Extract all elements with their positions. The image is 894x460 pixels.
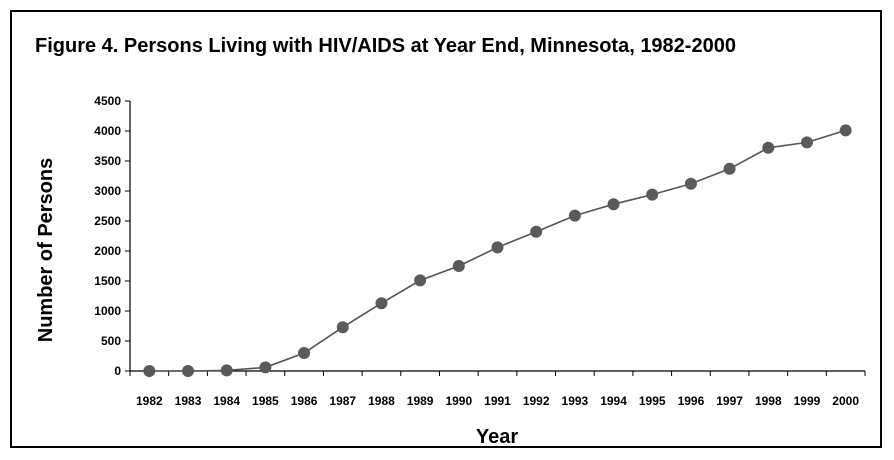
y-tick-label: 3000 <box>94 184 121 198</box>
x-tick-label: 1989 <box>407 394 434 408</box>
x-tick-label: 1999 <box>794 394 821 408</box>
data-point-1991 <box>491 241 504 254</box>
y-tick-label: 0 <box>114 364 121 378</box>
y-tick-label: 1500 <box>94 274 121 288</box>
data-point-1996 <box>684 177 697 190</box>
x-tick-label: 1994 <box>600 394 627 408</box>
y-tick-label: 4500 <box>94 94 121 108</box>
x-tick-label: 2000 <box>832 394 859 408</box>
data-point-1986 <box>298 347 311 359</box>
data-point-1987 <box>336 321 349 334</box>
series-group <box>143 124 852 377</box>
x-tick-label: 1987 <box>329 394 356 408</box>
y-tick-label: 3500 <box>94 154 121 168</box>
data-point-1993 <box>568 209 581 222</box>
data-point-1995 <box>646 188 659 201</box>
x-tick-label: 1982 <box>136 394 163 408</box>
x-tick-label: 1983 <box>175 394 202 408</box>
data-point-1992 <box>530 225 543 238</box>
x-tick-label: 1986 <box>291 394 318 408</box>
x-tick-label: 1993 <box>562 394 589 408</box>
data-point-1998 <box>762 141 775 154</box>
data-point-1994 <box>607 198 620 211</box>
data-point-2000 <box>839 124 852 137</box>
x-tick-label: 1985 <box>252 394 279 408</box>
x-tick-label: 1996 <box>678 394 705 408</box>
y-axis-label: Number of Persons <box>35 158 57 342</box>
axes <box>129 101 865 372</box>
x-tick-label: 1990 <box>445 394 472 408</box>
data-point-1982 <box>143 365 156 377</box>
x-tick-label: 1988 <box>368 394 395 408</box>
x-tick-label: 1984 <box>213 394 240 408</box>
data-point-1990 <box>452 260 465 272</box>
data-point-1997 <box>723 162 736 175</box>
x-tick-label: 1995 <box>639 394 666 408</box>
x-axis-ticks: 1982 1983 1984 1985 1986 1987 1988 1989 1990 1991… <box>129 371 866 408</box>
x-axis-label: Year <box>476 426 518 448</box>
y-axis-ticks: 0 500 1000 1500 2000 2500 3000 3500 4000 4500 <box>94 94 130 378</box>
chart-frame <box>10 10 882 448</box>
x-tick-label: 1998 <box>755 394 782 408</box>
data-point-1984 <box>220 364 233 377</box>
data-point-1983 <box>182 365 195 377</box>
y-tick-label: 4000 <box>94 124 121 138</box>
chart-title: Figure 4. Persons Living with HIV/AIDS a… <box>35 35 736 57</box>
x-tick-label: 1992 <box>523 394 550 408</box>
y-tick-label: 1000 <box>94 304 121 318</box>
y-tick-label: 2000 <box>94 244 121 258</box>
data-point-1999 <box>800 136 813 149</box>
y-tick-label: 2500 <box>94 214 121 228</box>
data-point-1985 <box>259 361 272 374</box>
data-point-1988 <box>375 297 388 310</box>
y-tick-label: 500 <box>101 334 121 348</box>
data-point-1989 <box>414 274 427 287</box>
x-tick-label: 1991 <box>484 394 511 408</box>
x-tick-label: 1997 <box>716 394 743 408</box>
